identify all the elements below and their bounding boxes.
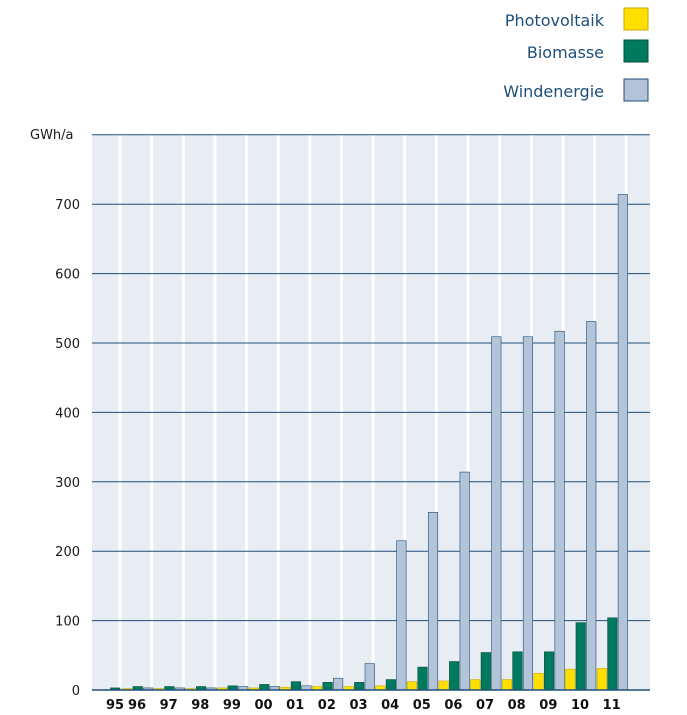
y-tick-label: 200	[55, 545, 80, 560]
bar-biomasse-10	[575, 622, 586, 691]
bar-biomasse-03	[354, 682, 365, 691]
bar-biomasse-05	[417, 666, 428, 691]
bar-biomasse-11	[607, 617, 618, 691]
bar-photovoltaik-10	[565, 668, 576, 691]
bar-photovoltaik-08	[501, 679, 513, 691]
x-tick-label: 11	[603, 698, 621, 713]
legend-swatch-windenergie	[623, 78, 649, 102]
x-tick-labels: 95 96 97 98 99 00 01 02 03 04 05 06 07 08 09 10 11	[106, 698, 621, 713]
x-tick-label: 05	[413, 698, 431, 713]
bar-biomasse-07	[480, 652, 491, 691]
bar-biomasse-01	[290, 681, 302, 691]
y-axis-unit-label: GWh/a	[30, 128, 74, 143]
bar-windenergie-03	[364, 663, 375, 691]
y-tick-label: 500	[55, 337, 80, 352]
x-tick-label: 03	[349, 698, 367, 713]
legend-label-windenergie: Windenergie	[503, 82, 604, 101]
bar-photovoltaik-05	[406, 681, 418, 691]
bar-photovoltaik-09	[533, 673, 544, 691]
y-tick-label: 0	[72, 684, 80, 699]
x-tick-label: 96	[128, 698, 146, 713]
bar-windenergie-11	[617, 194, 628, 691]
y-tick-label: 700	[55, 198, 80, 213]
bar-biomasse-06	[449, 661, 460, 691]
y-tick-label: 300	[55, 476, 80, 491]
bar-windenergie-08	[522, 336, 534, 691]
bar-biomasse-04	[385, 679, 396, 691]
x-tick-label: 02	[318, 698, 336, 713]
x-tick-label: 95	[106, 698, 124, 713]
legend-label-photovoltaik: Photovoltaik	[505, 11, 605, 30]
x-tick-label: 97	[160, 698, 178, 713]
bar-biomasse-00	[259, 684, 270, 691]
bar-windenergie-06	[459, 471, 470, 691]
x-tick-label: 09	[539, 698, 557, 713]
x-tick-label: 06	[444, 698, 462, 713]
x-tick-label: 07	[476, 698, 494, 713]
bar-windenergie-04	[396, 540, 407, 691]
y-tick-labels: 0 100 200 300 400 500 600 700	[55, 198, 80, 699]
bar-windenergie-05	[427, 512, 439, 691]
bar-biomasse-09	[544, 651, 555, 691]
bar-biomasse-08	[512, 651, 523, 691]
bar-biomasse-02	[322, 682, 333, 691]
bar-photovoltaik-07	[470, 679, 481, 691]
y-tick-label: 600	[55, 268, 80, 283]
legend-label-biomasse: Biomasse	[527, 43, 604, 62]
bar-photovoltaik-06	[438, 680, 449, 691]
bar-windenergie-07	[491, 336, 502, 691]
bar-windenergie-10	[586, 321, 597, 691]
legend-swatch-biomasse	[623, 39, 649, 63]
bar-photovoltaik-11	[596, 668, 607, 691]
x-tick-label: 00	[255, 698, 273, 713]
x-tick-label: 08	[508, 698, 526, 713]
bars	[110, 194, 628, 691]
x-tick-label: 10	[571, 698, 589, 713]
x-tick-label: 01	[286, 698, 304, 713]
legend: Photovoltaik Biomasse Windenergie	[503, 7, 649, 102]
x-tick-label: 98	[191, 698, 209, 713]
y-tick-label: 400	[55, 406, 80, 421]
bar-windenergie-02	[333, 677, 344, 691]
bar-windenergie-09	[554, 330, 565, 691]
y-tick-label: 100	[55, 615, 80, 630]
x-tick-label: 04	[381, 698, 399, 713]
legend-swatch-photovoltaik	[623, 7, 649, 31]
x-tick-label: 99	[223, 698, 241, 713]
